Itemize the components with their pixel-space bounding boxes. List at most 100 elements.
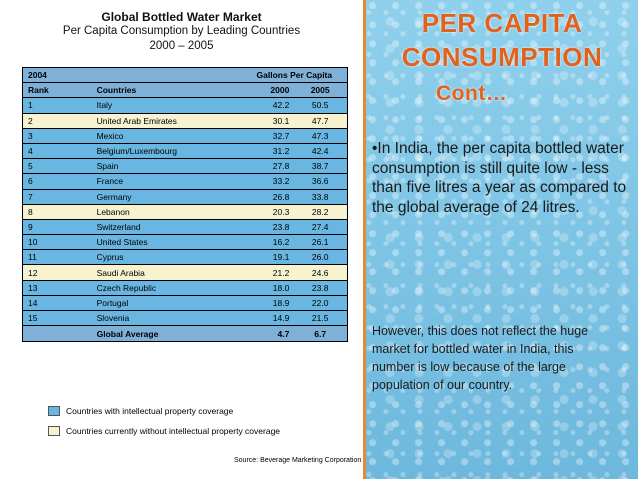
cell-y2000: 19.1: [272, 252, 290, 263]
table-row: 5 Spain 27.8 38.7: [23, 159, 347, 175]
cell-country: Germany: [96, 191, 132, 202]
table-row: 3 Mexico 32.7 47.3: [23, 128, 347, 144]
cell-y2005: 47.7: [311, 115, 329, 126]
slide-title-line1: PER CAPITA: [421, 8, 583, 38]
legend-item: Countries with intellectual property cov…: [48, 406, 233, 416]
cell-y2000: 16.2: [272, 237, 290, 248]
slide-title-line3: Cont…: [436, 82, 508, 105]
table-header-top: 2004 Gallons Per Capita: [23, 68, 347, 84]
cell-country: United States: [96, 237, 148, 248]
table-row: 13 Czech Republic 18.0 23.8: [23, 280, 347, 296]
table-row: 14 Portugal 18.9 22.0: [23, 295, 347, 311]
cell-rank: 10: [28, 237, 38, 248]
cell-country: Cyprus: [96, 252, 124, 263]
table-row: 6 France 33.2 36.6: [23, 174, 347, 190]
footer-2000: 4.7: [277, 328, 290, 339]
table-row: 15 Slovenia 14.9 21.5: [23, 311, 347, 327]
cell-rank: 15: [28, 313, 38, 324]
table-row: 8 Lebanon 20.3 28.2: [23, 204, 347, 220]
table-footer: Global Average 4.7 6.7: [23, 326, 347, 342]
header-unit: Gallons Per Capita: [256, 70, 333, 81]
paragraph-india: •In India, the per capita bottled water …: [372, 140, 627, 216]
cell-rank: 9: [28, 221, 33, 232]
cell-y2000: 32.7: [272, 130, 290, 141]
cell-country: Spain: [96, 161, 119, 172]
cell-y2005: 27.4: [311, 221, 329, 232]
cell-country: France: [96, 176, 124, 187]
table-source: Source: Beverage Marketing Corporation: [234, 457, 362, 464]
cell-y2000: 31.2: [272, 146, 290, 157]
legend-swatch-blue: [48, 406, 60, 416]
cell-country: Mexico: [96, 130, 124, 141]
table-row: 7 Germany 26.8 33.8: [23, 189, 347, 205]
legend-label: Countries currently without intellectual…: [66, 426, 281, 436]
cell-y2005: 33.8: [311, 191, 329, 202]
paragraph-market: However, this does not reflect the huge …: [372, 324, 589, 392]
cell-rank: 1: [28, 100, 33, 111]
cell-y2000: 14.9: [272, 313, 290, 324]
cell-country: Saudi Arabia: [96, 267, 145, 278]
cell-rank: 5: [28, 161, 33, 172]
text-panel: PER CAPITA CONSUMPTION Cont… •In India, …: [366, 0, 638, 479]
cell-rank: 12: [28, 267, 38, 278]
cell-country: United Arab Emirates: [96, 115, 177, 126]
cell-rank: 6: [28, 176, 33, 187]
cell-country: Lebanon: [96, 206, 130, 217]
legend-swatch-cream: [48, 426, 60, 436]
cell-y2005: 26.1: [311, 237, 329, 248]
header-year: 2004: [28, 70, 47, 81]
cell-y2000: 23.8: [272, 221, 290, 232]
cell-y2000: 26.8: [272, 191, 290, 202]
cell-country: Belgium/Luxembourg: [96, 146, 177, 157]
cell-y2005: 24.6: [311, 267, 329, 278]
table-row: 1 Italy 42.2 50.5: [23, 98, 347, 114]
header-2005: 2005: [310, 85, 330, 96]
table-image-panel: Global Bottled Water Market Per Capita C…: [0, 0, 366, 479]
legend-item: Countries currently without intellectual…: [48, 426, 280, 436]
header-country: Countries: [96, 85, 137, 96]
table-row: 11 Cyprus 19.1 26.0: [23, 250, 347, 266]
table-row: 2 United Arab Emirates 30.1 47.7: [23, 113, 347, 129]
cell-country: Czech Republic: [96, 282, 157, 293]
cell-rank: 3: [28, 130, 33, 141]
cell-y2000: 21.2: [272, 267, 290, 278]
cell-country: Italy: [96, 100, 113, 111]
legend-label: Countries with intellectual property cov…: [66, 406, 234, 416]
cell-rank: 8: [28, 206, 33, 217]
cell-y2005: 22.0: [311, 297, 329, 308]
cell-y2000: 42.2: [272, 100, 290, 111]
footer-label: Global Average: [96, 328, 159, 339]
table-row: 9 Switzerland 23.8 27.4: [23, 219, 347, 236]
cell-y2005: 26.0: [311, 252, 329, 263]
table-header: Rank Countries 2000 2005: [23, 83, 347, 99]
table-subtitle: Per Capita Consumption by Leading Countr…: [62, 25, 301, 37]
table-body: 1 Italy 42.2 50.5 2 United Arab Emirates 30.1 4…: [23, 98, 347, 327]
cell-y2005: 28.2: [311, 206, 329, 217]
table-title: Global Bottled Water Market: [101, 10, 262, 24]
cell-rank: 13: [28, 282, 38, 293]
table-years: 2000 – 2005: [149, 40, 214, 52]
cell-y2005: 21.5: [311, 313, 329, 324]
cell-y2005: 38.7: [311, 161, 329, 172]
cell-y2000: 30.1: [272, 115, 290, 126]
cell-y2005: 23.8: [311, 282, 329, 293]
cell-y2005: 47.3: [311, 130, 329, 141]
cell-y2000: 18.0: [272, 282, 290, 293]
cell-y2000: 20.3: [272, 206, 290, 217]
footer-2005: 6.7: [314, 328, 327, 339]
cell-country: Portugal: [96, 297, 129, 308]
cell-y2000: 33.2: [272, 176, 290, 187]
header-2000: 2000: [270, 85, 290, 96]
cell-country: Slovenia: [96, 313, 130, 324]
table-row: 12 Saudi Arabia 21.2 24.6: [23, 265, 347, 281]
cell-country: Switzerland: [96, 221, 141, 232]
cell-y2000: 18.9: [272, 297, 290, 308]
cell-y2005: 36.6: [311, 176, 329, 187]
table-row: 10 United States 16.2 26.1: [23, 235, 347, 251]
header-rank: Rank: [28, 85, 49, 96]
slide-title-line2: CONSUMPTION: [401, 42, 603, 72]
cell-rank: 14: [28, 297, 38, 308]
cell-rank: 2: [28, 115, 33, 126]
cell-rank: 11: [28, 252, 37, 263]
cell-rank: 4: [28, 146, 33, 157]
